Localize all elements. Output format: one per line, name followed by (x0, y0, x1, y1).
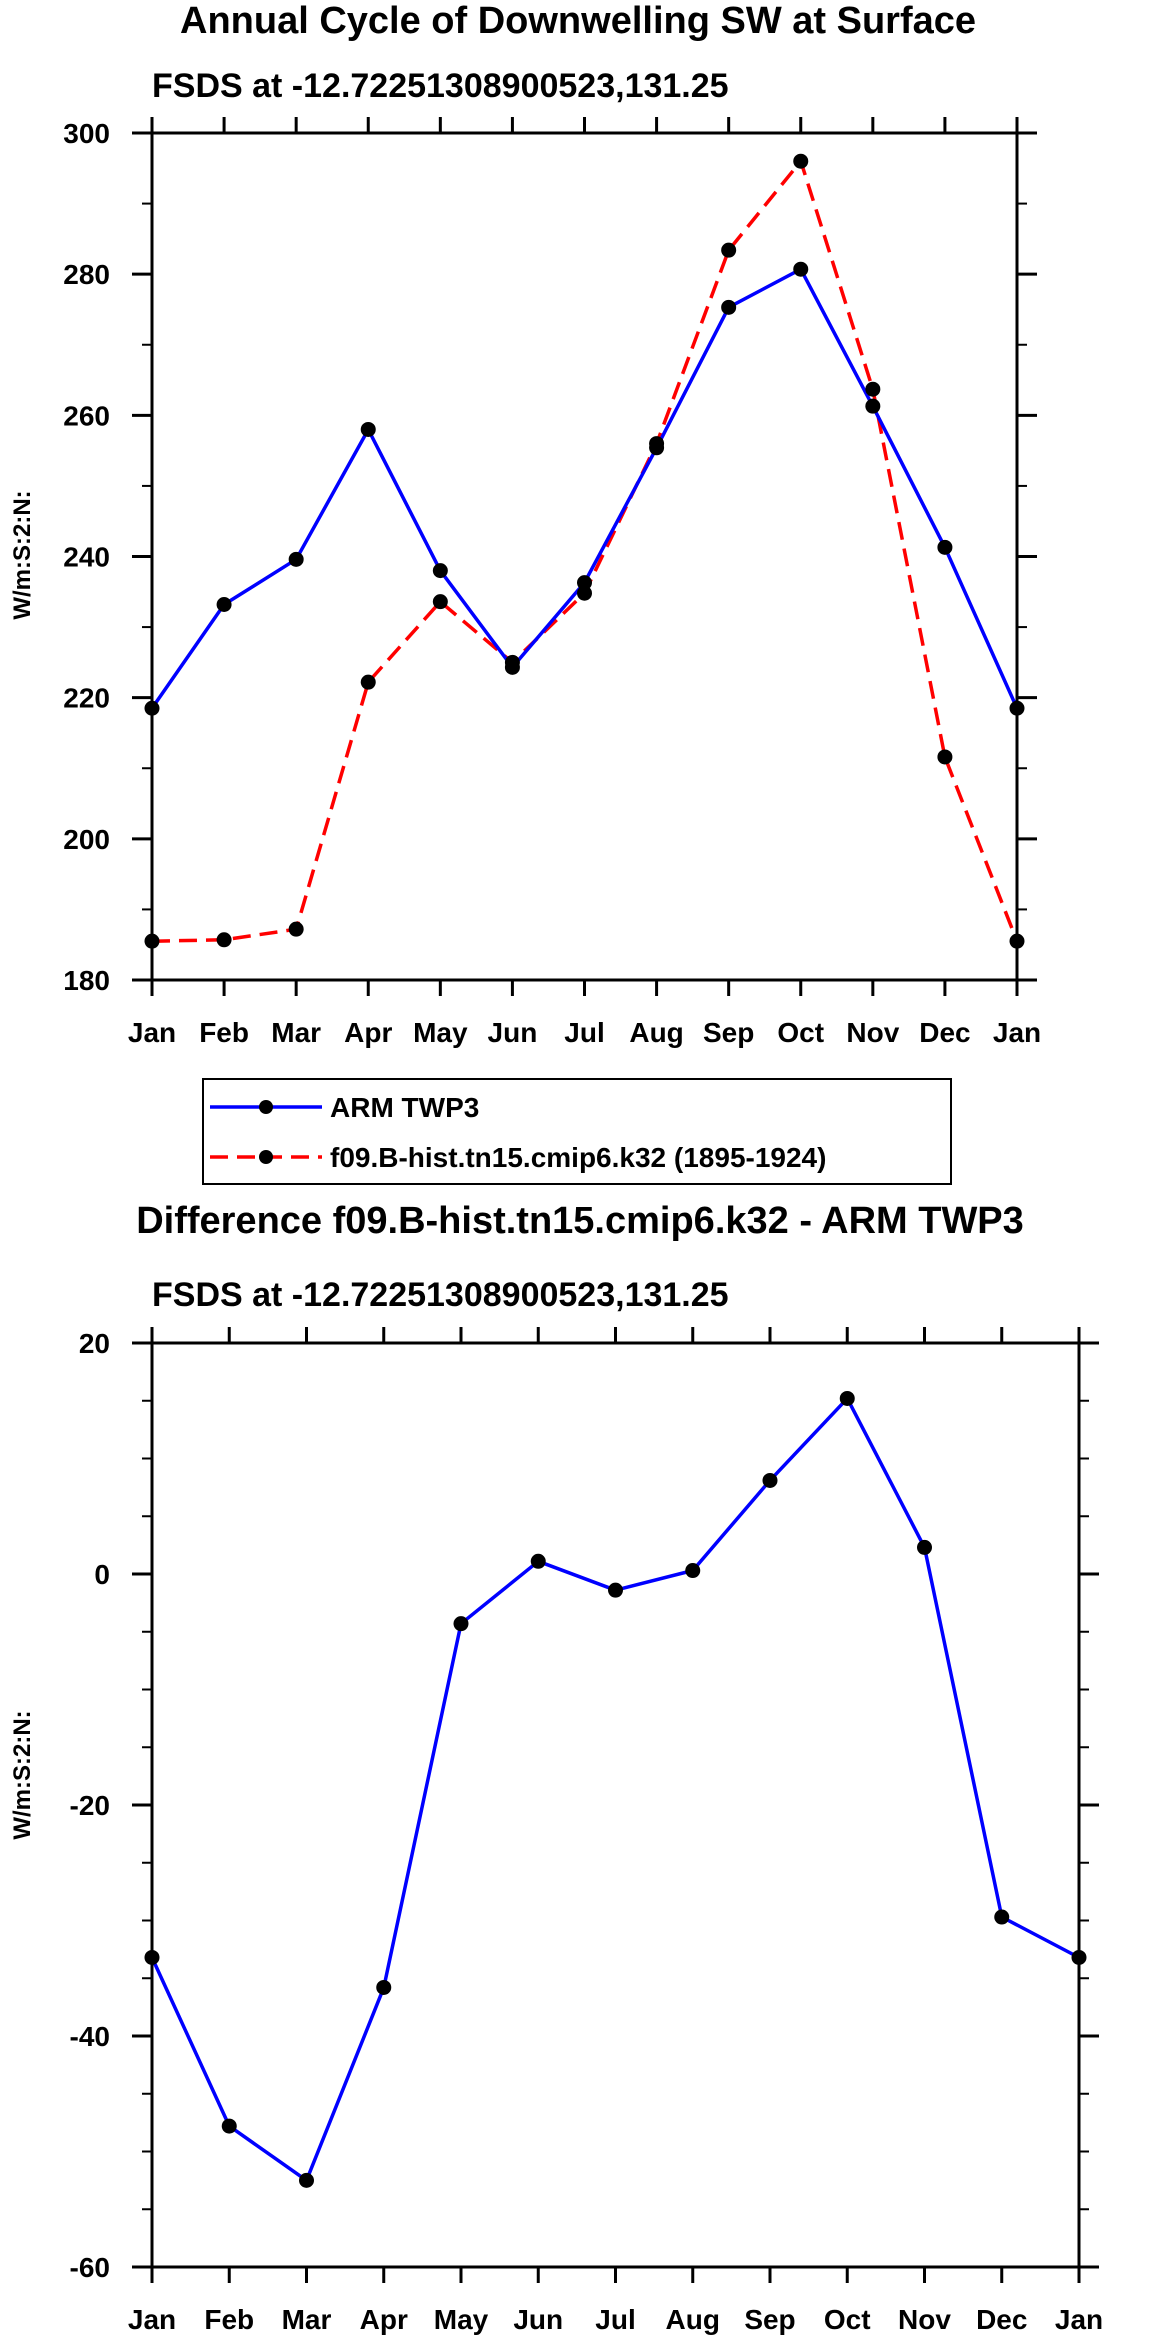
x-tick-label: Jul (595, 2304, 635, 2335)
series-1-point (721, 242, 737, 258)
x-tick-label: Dec (976, 2304, 1027, 2335)
x-tick-label: Aug (629, 1017, 683, 1048)
series-1-point (577, 585, 592, 601)
series-0-point (839, 1390, 855, 1406)
x-tick-label: Sep (703, 1017, 754, 1048)
x-tick-label: Nov (898, 2304, 951, 2335)
y-tick-label: -20 (70, 1790, 110, 1821)
legend-marker-arm-twp3 (259, 1100, 273, 1114)
chart1-series (144, 153, 1025, 949)
y-tick-label: 200 (63, 824, 110, 855)
series-0-point (376, 1979, 392, 1995)
chart1-subtitle: FSDS at -12.72251308900523,131.25 (152, 67, 729, 105)
x-tick-label: Mar (282, 2304, 332, 2335)
x-tick-label: May (434, 2304, 489, 2335)
chart1-title: Annual Cycle of Downwelling SW at Surfac… (180, 0, 976, 42)
chart1-plot-frame (150, 131, 1019, 982)
x-tick-label: May (413, 1017, 468, 1048)
annual-cycle-chart: Annual Cycle of Downwelling SW at Surfac… (9, 0, 1041, 1185)
series-1-point (793, 153, 809, 169)
y-tick-label: -40 (70, 2021, 110, 2052)
chart1-legend: ARM TWP3 f09.B-hist.tn15.cmip6.k32 (1895… (202, 1078, 952, 1185)
x-tick-label: Mar (271, 1017, 321, 1048)
series-0-point (994, 1909, 1010, 1925)
legend-marker-model (259, 1150, 273, 1164)
x-tick-label: Aug (666, 2304, 720, 2335)
chart2-y-tick-labels: -60 -40 -20 0 20 (70, 1328, 110, 2283)
series-0-point (453, 1616, 469, 1632)
legend-label-model: f09.B-hist.tn15.cmip6.k32 (1895-1924) (330, 1142, 826, 1173)
series-0-point (288, 551, 304, 567)
series-1-point (360, 674, 376, 690)
series-0-point (299, 2172, 314, 2188)
x-tick-label: Dec (919, 1017, 970, 1048)
y-tick-label: 300 (63, 118, 110, 149)
series-1-point (504, 654, 520, 670)
y-tick-label: 180 (63, 965, 110, 996)
x-tick-label: Feb (199, 1017, 249, 1048)
series-0-point (721, 299, 737, 315)
chart2-x-tick-labels: Jan Feb Mar Apr May Jun Jul Aug Sep Oct Nov Dec Jan (128, 2304, 1103, 2335)
series-1-point (865, 381, 881, 397)
series-0-point (216, 596, 232, 612)
chart2-title: Difference f09.B-hist.tn15.cmip6.k32 - A… (136, 1200, 1024, 1242)
series-0-point (360, 421, 376, 437)
chart1-x-tick-labels: Jan Feb Mar Apr May Jun Jul Aug Sep Oct Nov Dec Jan (128, 1017, 1041, 1048)
x-tick-label: Oct (824, 2304, 871, 2335)
x-tick-label: Apr (344, 1017, 392, 1048)
x-tick-label: Jun (488, 1017, 538, 1048)
series-0-point (608, 1582, 623, 1598)
chart2-ticks (132, 1327, 1099, 2283)
series-0-point (685, 1563, 701, 1579)
series-0-point (937, 539, 953, 555)
series-0-point (865, 398, 881, 414)
series-0-point (762, 1472, 778, 1488)
chart2-y-axis-label: W/m:S:2:N: (9, 1710, 36, 1839)
difference-chart: Difference f09.B-hist.tn15.cmip6.k32 - A… (9, 1200, 1103, 2335)
y-tick-label: -60 (70, 2252, 110, 2283)
x-tick-label: Jul (564, 1017, 604, 1048)
series-0-point (793, 261, 809, 277)
x-tick-label: Jan (993, 1017, 1041, 1048)
x-tick-label: Sep (744, 2304, 795, 2335)
chart1-ticks (132, 117, 1037, 996)
series-1-point (216, 932, 232, 948)
series-0-point (577, 575, 592, 591)
chart1-y-axis-label: W/m:S:2:N: (9, 490, 36, 619)
x-tick-label: Apr (360, 2304, 408, 2335)
series-1-point (649, 436, 665, 452)
chart1-y-tick-labels: 180 200 220 240 260 280 300 (63, 118, 110, 996)
series-1-point (937, 749, 953, 765)
series-0-point (221, 2118, 237, 2134)
chart2-subtitle: FSDS at -12.72251308900523,131.25 (152, 1276, 729, 1314)
series-0-point (432, 563, 448, 579)
y-tick-label: 220 (63, 683, 110, 714)
chart2-series (144, 1390, 1087, 2188)
x-tick-label: Jun (513, 2304, 563, 2335)
legend-box (202, 1078, 952, 1185)
series-0-point (917, 1539, 932, 1555)
chart2-plot-frame (150, 1341, 1081, 2269)
x-tick-label: Nov (846, 1017, 899, 1048)
series-0-point (530, 1553, 546, 1569)
y-tick-label: 240 (63, 542, 110, 573)
x-tick-label: Jan (1055, 2304, 1103, 2335)
y-tick-label: 20 (79, 1328, 110, 1359)
series-1-point (432, 594, 448, 610)
legend-label-arm-twp3: ARM TWP3 (330, 1092, 479, 1123)
y-tick-label: 260 (63, 400, 110, 431)
x-tick-label: Feb (204, 2304, 254, 2335)
series-1-point (288, 921, 304, 937)
y-tick-label: 0 (94, 1559, 110, 1590)
x-tick-label: Jan (128, 1017, 176, 1048)
x-tick-label: Oct (777, 1017, 824, 1048)
x-tick-label: Jan (128, 2304, 176, 2335)
y-tick-label: 280 (63, 259, 110, 290)
